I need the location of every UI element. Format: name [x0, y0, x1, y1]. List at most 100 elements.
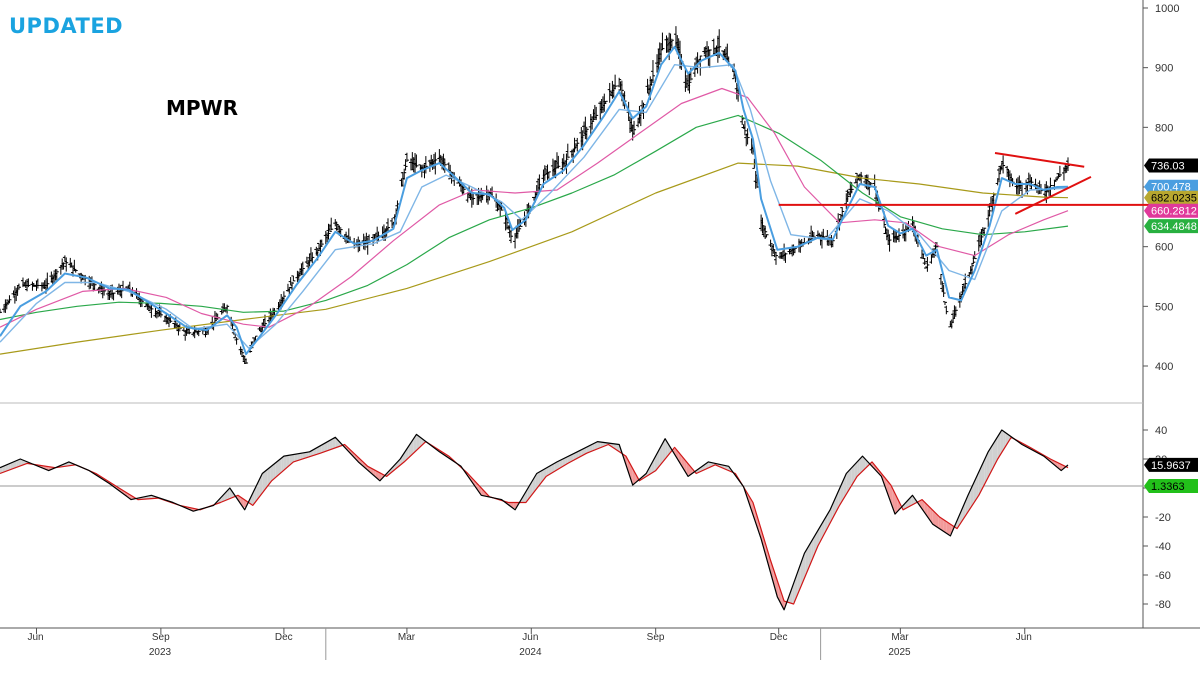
- price-badge-ma_200: 682.0235: [1144, 190, 1198, 205]
- osc-fill: [897, 498, 901, 512]
- price-bar: [845, 189, 850, 203]
- price-bar: [764, 234, 769, 238]
- osc-fill: [0, 466, 3, 474]
- osc-fill: [848, 467, 852, 490]
- x-tick-label-8: Jun: [1016, 632, 1032, 643]
- price-bar: [329, 217, 334, 231]
- price-bar: [414, 154, 419, 168]
- osc-fill: [565, 456, 568, 465]
- price-bar: [970, 263, 975, 276]
- osc-fill: [994, 436, 998, 465]
- osc-fill: [16, 459, 19, 468]
- osc-fill: [992, 440, 995, 470]
- osc-badge-label: 1.3363: [1151, 481, 1185, 493]
- price-bar: [73, 270, 78, 273]
- price-bar: [290, 281, 295, 290]
- osc-fill: [573, 452, 576, 461]
- price-bar: [1057, 165, 1062, 177]
- year-label-2024: 2024: [519, 647, 542, 658]
- price-bar: [537, 174, 542, 193]
- osc-fill: [270, 464, 274, 483]
- price-bar: [7, 295, 12, 304]
- price-badge-label: 736.03: [1151, 161, 1185, 173]
- price-tick-label-900: 900: [1155, 63, 1173, 75]
- price-bar: [239, 349, 244, 357]
- osc-fill: [770, 560, 774, 583]
- price-badge-label: 634.4848: [1151, 221, 1197, 233]
- osc-fill: [400, 454, 403, 466]
- osc-fill: [262, 471, 265, 494]
- osc-fill: [321, 443, 325, 453]
- price-bar: [941, 285, 946, 297]
- price-bar: [253, 335, 258, 341]
- price-bar: [61, 262, 66, 270]
- ticker-symbol: MPWR: [166, 96, 239, 120]
- osc-fill: [970, 483, 974, 508]
- osc-fill: [337, 440, 341, 447]
- year-label-2023: 2023: [149, 647, 172, 658]
- price-badge-label: 700.478: [1151, 182, 1191, 194]
- price-bar: [402, 168, 407, 180]
- osc-fill: [911, 496, 914, 506]
- osc-fill: [305, 451, 309, 458]
- osc-badge-label: 15.9637: [1151, 460, 1191, 472]
- price-bar: [867, 182, 872, 196]
- osc-fill: [978, 466, 982, 496]
- price-bar: [584, 126, 589, 140]
- osc-fill: [986, 449, 990, 480]
- osc-fill: [327, 440, 330, 451]
- axes-group: 400500600700800900100040200-20-40-60-80J…: [0, 0, 1200, 660]
- osc-fill: [767, 551, 771, 573]
- osc-fill: [332, 437, 336, 449]
- price-bar: [897, 228, 902, 243]
- osc-fill: [267, 466, 271, 487]
- osc-fill: [535, 472, 539, 491]
- price-tick-label-600: 600: [1155, 242, 1173, 254]
- price-bar: [35, 278, 40, 289]
- osc-fill: [559, 459, 563, 469]
- osc-fill: [846, 470, 849, 495]
- price-bar: [971, 255, 976, 265]
- osc-fill: [354, 453, 357, 461]
- osc-fill: [275, 460, 279, 478]
- price-bar: [69, 262, 74, 268]
- osc-fill: [757, 515, 760, 535]
- osc-fill: [5, 464, 9, 472]
- osc-fill: [578, 449, 582, 458]
- osc-fill: [378, 472, 382, 480]
- price-bar: [991, 192, 996, 206]
- osc-fill: [662, 438, 666, 463]
- osc-main-line: [0, 429, 1069, 611]
- osc-fill: [940, 517, 944, 532]
- osc-fill: [789, 587, 793, 604]
- price-badge-label: 682.0235: [1151, 193, 1197, 205]
- ma-line-ma_200: [0, 162, 1069, 355]
- price-bar: [241, 354, 246, 361]
- price-bar: [149, 304, 154, 318]
- osc-fill: [281, 456, 284, 473]
- price-tick-label-400: 400: [1155, 361, 1173, 373]
- price-bar: [54, 269, 59, 282]
- price-bar: [1001, 155, 1006, 174]
- price-bar: [783, 252, 788, 263]
- osc-fill: [765, 542, 768, 563]
- price-bar: [72, 259, 77, 271]
- price-bar: [603, 100, 608, 104]
- price-bar: [300, 261, 305, 276]
- price-bar: [617, 77, 622, 88]
- osc-fill: [294, 453, 298, 462]
- osc-fill: [10, 461, 14, 470]
- osc-fill: [589, 444, 593, 453]
- osc-fill: [513, 502, 517, 509]
- osc-fill: [562, 457, 566, 467]
- x-tick-label-3: Mar: [398, 632, 416, 643]
- osc-fill: [665, 438, 668, 459]
- osc-fill: [259, 473, 263, 497]
- price-bar: [650, 60, 655, 83]
- osc-fill: [997, 432, 1001, 459]
- osc-fill: [762, 533, 766, 554]
- osc-fill: [548, 464, 552, 475]
- osc-fill: [402, 450, 406, 464]
- osc-fill: [300, 452, 303, 460]
- osc-fill: [546, 466, 549, 477]
